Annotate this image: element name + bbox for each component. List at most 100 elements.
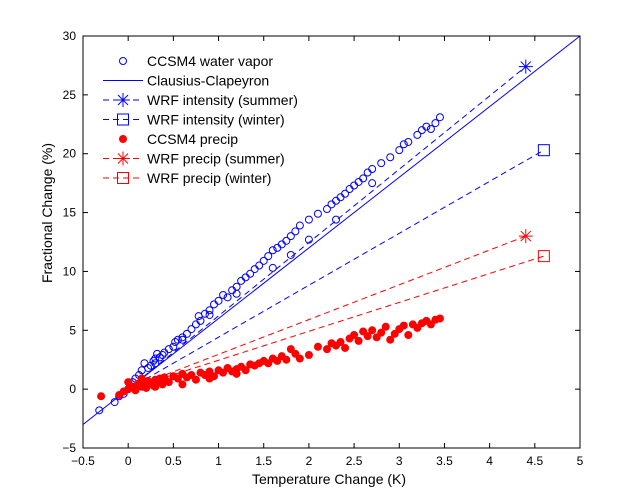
series-line-wrf-precip-winter [128,255,545,390]
legend-item-ccsm4-water-vapor: CCSM4 water vapor [119,53,273,69]
data-point-ccsm4-precip [413,323,422,332]
data-point-ccsm4-water-vapor [295,221,304,230]
data-point-ccsm4-water-vapor [214,296,223,305]
data-point-ccsm4-water-vapor [313,209,322,218]
data-point-ccsm4-water-vapor [246,269,255,278]
data-point-ccsm4-water-vapor [228,286,237,295]
end-marker-wrf-precip-winter [537,250,550,263]
x-tick-label: 0.5 [165,454,182,468]
data-point-ccsm4-water-vapor [160,348,169,357]
data-point-ccsm4-water-vapor [219,290,228,299]
data-point-ccsm4-precip [336,338,345,347]
data-point-ccsm4-water-vapor [404,137,413,146]
data-point-ccsm4-precip [164,378,173,387]
data-point-ccsm4-precip [350,330,359,339]
data-point-ccsm4-water-vapor [146,361,155,370]
data-point-ccsm4-water-vapor [268,263,277,272]
legend-marker [116,93,130,107]
data-point-ccsm4-water-vapor [417,126,426,135]
data-point-ccsm4-water-vapor [268,246,277,255]
data-point-ccsm4-water-vapor [368,179,377,188]
data-point-ccsm4-precip [137,374,146,383]
data-point-ccsm4-precip [191,375,200,384]
data-point-ccsm4-water-vapor [350,181,359,190]
data-point-ccsm4-precip [241,366,250,375]
data-point-ccsm4-precip [273,356,282,365]
x-tick-label: 1 [215,454,222,468]
data-point-ccsm4-precip [205,374,214,383]
data-point-ccsm4-precip [151,382,160,391]
data-point-ccsm4-water-vapor [264,252,273,261]
y-tick-label: 10 [63,264,77,278]
data-point-ccsm4-precip [187,371,196,380]
data-point-ccsm4-precip [359,327,368,336]
data-point-ccsm4-water-vapor [210,300,219,309]
data-point-ccsm4-water-vapor [205,310,214,319]
series-line-wrf-precip-summer [128,235,526,390]
data-point-ccsm4-water-vapor [182,329,191,338]
legend-item-wrf-intensity-summer: WRF intensity (summer) [103,92,298,108]
data-point-ccsm4-precip [124,378,133,387]
data-point-ccsm4-water-vapor [327,200,336,209]
axes-box [82,35,581,449]
data-point-ccsm4-water-vapor [341,189,350,198]
legend-item-wrf-intensity-winter: WRF intensity (winter) [103,112,285,128]
data-point-ccsm4-water-vapor [232,289,241,298]
data-point-ccsm4-water-vapor [422,122,431,131]
legend-item-clausius-clapeyron: Clausius-Clapeyron [103,73,269,89]
x-axis-label: Temperature Change (K) [252,471,406,487]
x-tick-label: 5 [577,454,584,468]
data-point-ccsm4-water-vapor [286,232,295,241]
data-point-ccsm4-water-vapor [354,177,363,186]
y-tick-label: 0 [69,382,76,396]
y-axis-label: Fractional Change (%) [39,143,55,283]
data-point-ccsm4-precip [295,354,304,363]
data-point-ccsm4-precip [404,330,413,339]
data-point-ccsm4-precip [291,349,300,358]
data-point-ccsm4-precip [304,351,313,360]
series-group [83,36,580,425]
data-point-ccsm4-precip [377,328,386,337]
x-tick-label: 1.5 [255,454,272,468]
data-point-ccsm4-precip [322,345,331,354]
data-point-ccsm4-precip [354,336,363,345]
x-tick-label: 2 [306,454,313,468]
data-point-ccsm4-water-vapor [255,261,264,270]
data-point-ccsm4-water-vapor [426,124,435,133]
data-point-ccsm4-precip [372,333,381,342]
series-line-wrf-intensity-winter [127,149,545,390]
data-point-ccsm4-water-vapor [277,240,286,249]
series-line-wrf-intensity-summer [127,66,527,390]
y-tick-label: 5 [69,323,76,337]
data-point-ccsm4-water-vapor [149,356,158,365]
data-point-ccsm4-precip [363,332,372,341]
data-point-ccsm4-water-vapor [241,273,250,282]
data-point-ccsm4-water-vapor [200,309,209,318]
data-point-ccsm4-water-vapor [336,193,345,202]
legend-label: Clausius-Clapeyron [147,73,269,89]
x-tick-label: 3.5 [436,454,453,468]
data-point-ccsm4-water-vapor [232,282,241,291]
data-point-ccsm4-water-vapor [413,130,422,139]
data-point-ccsm4-water-vapor [399,140,408,149]
legend-label: WRF intensity (summer) [147,92,298,108]
legend-item-ccsm4-precip: CCSM4 precip [119,131,238,147]
data-point-ccsm4-water-vapor [205,306,214,315]
data-point-ccsm4-water-vapor [332,196,341,205]
data-point-ccsm4-water-vapor [282,236,291,245]
legend-marker [117,172,129,184]
series-line-clausius-clapeyron [83,36,580,425]
legend: CCSM4 water vapor Clausius-Clapeyron WRF i… [103,53,298,186]
x-tick-label: 2.5 [346,454,363,468]
x-tick-label: 4.5 [526,454,543,468]
axes: −0.5 0 0.5 1 1.5 2 2.5 3 3.5 4 4.5 5 −5 0 5 10 15 20 25 30 [62,29,583,468]
data-point-ccsm4-precip [341,343,350,352]
legend-item-wrf-precip-winter: WRF precip (winter) [103,170,271,186]
legend-label: CCSM4 water vapor [147,53,273,69]
data-point-ccsm4-water-vapor [345,185,354,194]
data-point-ccsm4-precip [286,345,295,354]
end-marker-wrf-precip-summer [518,229,533,244]
data-point-ccsm4-precip [173,374,182,383]
data-point-ccsm4-water-vapor [191,320,200,329]
